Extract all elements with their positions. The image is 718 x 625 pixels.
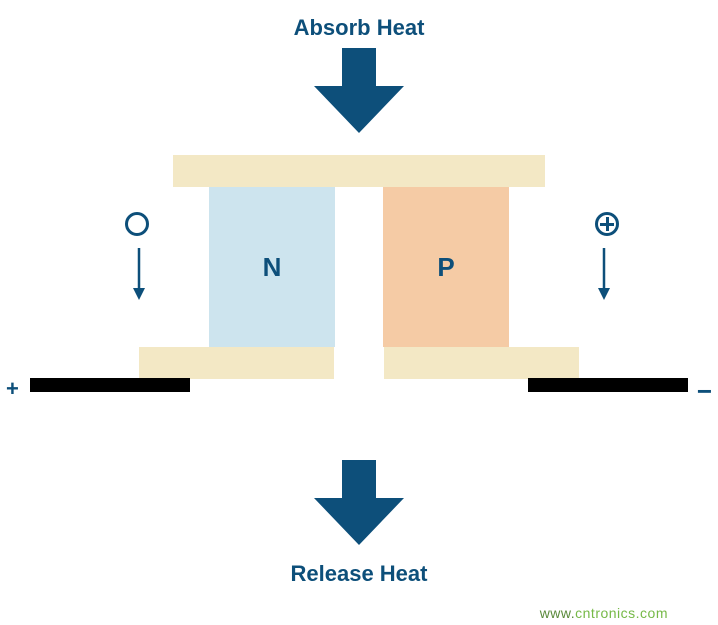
- n-type-block: N: [209, 187, 335, 347]
- top-conductor-bar: [173, 155, 545, 187]
- wire-left: [30, 378, 190, 392]
- wire-row: [0, 378, 718, 392]
- peltier-diagram: N P: [139, 155, 579, 379]
- arrow-down-top-icon: [314, 48, 404, 138]
- p-carrier-arrow-icon: [598, 248, 610, 305]
- release-heat-title: Release Heat: [291, 561, 428, 587]
- p-type-block: P: [383, 187, 509, 347]
- bottom-left-conductor-bar: [139, 347, 334, 379]
- wire-right: [528, 378, 688, 392]
- electron-symbol-icon: [125, 212, 149, 236]
- watermark-prefix: www.: [540, 605, 575, 621]
- n-carrier-arrow-icon: [133, 248, 145, 305]
- hole-symbol-icon: [595, 212, 619, 236]
- watermark: www.cntronics.com: [540, 605, 668, 621]
- absorb-heat-title: Absorb Heat: [294, 15, 425, 41]
- bottom-right-conductor-bar: [384, 347, 579, 379]
- arrow-down-bottom-icon: [314, 460, 404, 550]
- watermark-domain: cntronics.com: [575, 605, 668, 621]
